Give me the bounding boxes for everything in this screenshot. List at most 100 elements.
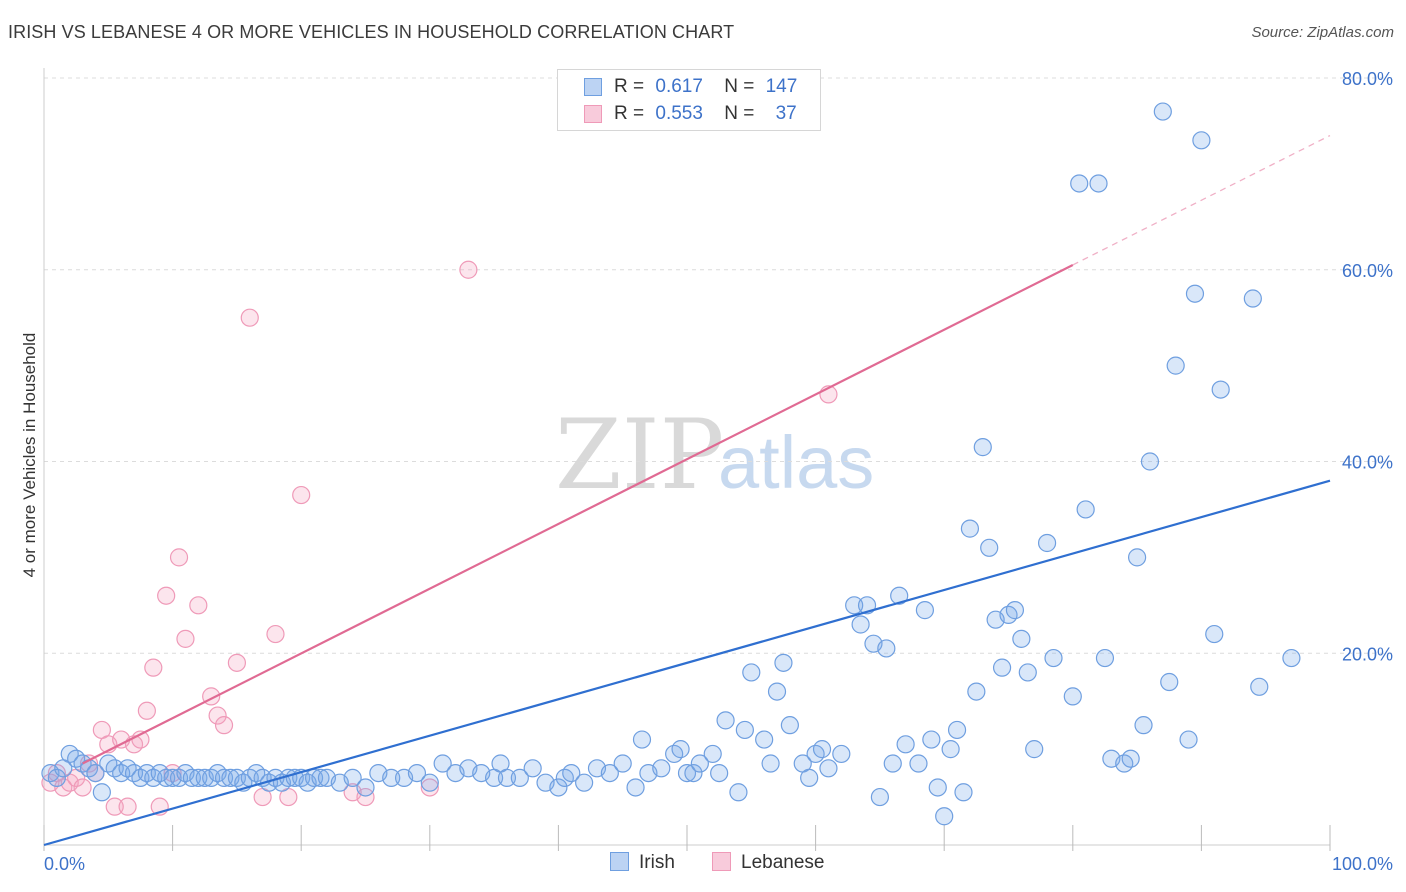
irish-point [1205,624,1224,644]
irish-trend-line [43,479,1331,847]
irish-point [433,754,452,773]
irish-point [1037,533,1057,553]
lebanese-trend-line [82,263,1074,765]
irish-point [780,716,799,735]
source-label: Source: ZipAtlas.com [1251,24,1394,41]
irish-point [420,773,439,792]
irish-point [1250,677,1269,696]
irish-point [684,763,703,783]
irish-point [800,768,819,787]
irish-point [1018,663,1037,682]
irish-point [755,730,774,749]
irish-point [1140,452,1160,471]
irish-point [157,768,176,787]
trend-lines [43,134,1331,847]
irish-points [41,102,1301,826]
irish-point [922,730,941,749]
irish-point [992,658,1012,677]
lebanese-r-value: 0.553 [655,103,703,124]
irish-point [967,682,986,701]
irish-point [883,754,902,773]
irish-n-label: N = [724,76,755,97]
irish-point [343,768,362,787]
lebanese-point [157,586,176,605]
gridlines [44,77,1395,654]
irish-point [870,787,890,807]
lebanese-point [137,701,156,720]
irish-point [311,768,330,787]
irish-point [851,615,870,634]
lebanese-trend-extension [1072,134,1331,266]
bottom-irish-swatch [610,852,629,871]
irish-point [716,711,735,730]
irish-point [1192,131,1211,150]
irish-point [774,653,793,672]
lebanese-point [459,260,478,279]
irish-point [761,754,780,773]
irish-point [1185,284,1205,303]
irish-point [1166,356,1185,375]
irish-point [1025,740,1044,759]
irish-point [92,783,111,802]
irish-r-label: R = [614,76,645,97]
lebanese-point [208,706,227,725]
irish-point [710,763,729,783]
lebanese-n-value: 37 [775,103,797,124]
irish-point [549,778,568,797]
axes [43,68,1331,851]
irish-point [915,601,935,620]
lebanese-point [420,778,439,797]
irish-point [356,778,375,797]
irish-point [86,763,105,783]
x-tick-label: 0.0% [44,854,85,874]
irish-point [382,768,401,787]
watermark-zip: ZIP [555,399,724,511]
irish-point [877,639,896,658]
irish-point [947,720,967,740]
lebanese-point [240,308,259,327]
irish-point [928,778,947,797]
watermark: ZIP atlas [555,399,874,511]
irish-point [1153,102,1172,121]
irish-point [1095,648,1115,668]
lebanese-point [227,653,246,672]
irish-point [909,754,928,773]
irish-point [941,740,960,759]
irish-point [652,759,671,778]
irish-point [690,754,709,773]
irish-point [890,586,909,605]
y-tick-label: 40.0% [1342,453,1393,473]
irish-point [1005,601,1025,620]
irish-r-value: 0.617 [655,76,703,97]
irish-point [960,519,980,538]
irish-point [47,768,66,787]
irish-point [1127,548,1147,567]
irish-point [523,759,542,778]
lebanese-r-label: R = [614,103,645,124]
irish-point [735,720,754,740]
irish-point [980,538,999,557]
irish-swatch [584,78,602,96]
bottom-lebanese-swatch [712,852,731,871]
lebanese-point [144,658,163,677]
y-tick-label: 20.0% [1342,644,1393,664]
irish-point [510,768,529,787]
bottom-legend-lebanese: Lebanese [712,852,824,874]
tick-labels: 20.0% 40.0% 60.0% 80.0% 0.0% 100.0% [44,69,1393,874]
irish-point [812,740,832,759]
irish-point [935,807,954,826]
bottom-legend-irish: Irish [610,852,675,874]
lebanese-point [118,797,137,816]
lebanese-point [292,485,311,505]
irish-point [600,763,619,783]
lebanese-point [266,624,285,644]
irish-point [742,663,761,682]
irish-n-value: 147 [765,76,798,97]
irish-point [1076,500,1095,519]
irish-point [832,744,851,764]
bottom-lebanese-label: Lebanese [741,852,825,873]
irish-point [677,763,697,783]
irish-point [819,759,838,778]
irish-point [407,763,427,783]
